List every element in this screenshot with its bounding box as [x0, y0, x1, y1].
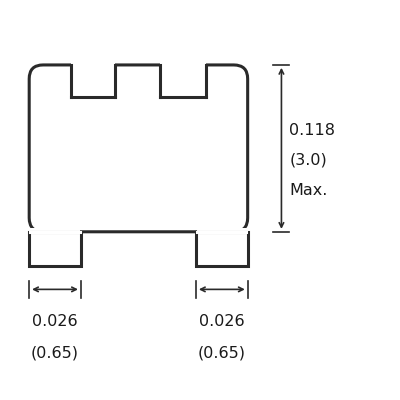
Bar	[30, 228, 80, 236]
Text: (0.65): (0.65)	[31, 346, 79, 360]
FancyBboxPatch shape	[51, 83, 222, 218]
Text: 0.026: 0.026	[199, 314, 245, 329]
Text: (3.0): (3.0)	[289, 153, 327, 168]
Bar	[29, 232, 81, 266]
Text: 0.026: 0.026	[32, 314, 78, 329]
Text: 0.118: 0.118	[289, 123, 335, 138]
Text: Max.: Max.	[289, 182, 328, 198]
Bar	[71, 61, 114, 97]
FancyBboxPatch shape	[29, 65, 248, 232]
Text: (0.65): (0.65)	[198, 346, 246, 360]
Bar	[197, 228, 247, 236]
Bar	[160, 61, 206, 97]
Bar	[196, 232, 248, 266]
